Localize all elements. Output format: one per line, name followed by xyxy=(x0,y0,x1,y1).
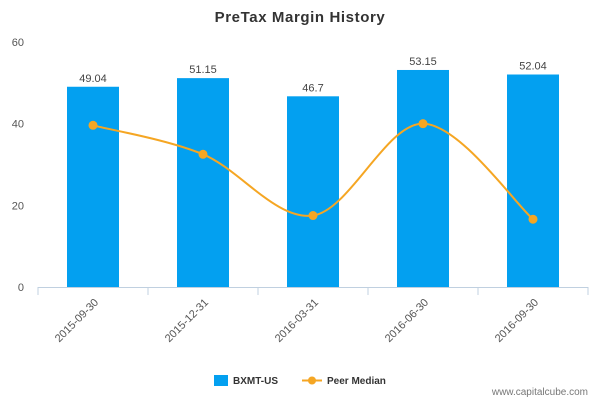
x-tick-label: 2016-09-30 xyxy=(493,297,541,345)
bar-data-label: 53.15 xyxy=(409,56,437,68)
peer-median-point[interactable] xyxy=(308,211,318,221)
legend-label-peer-median: Peer Median xyxy=(327,376,386,387)
peer-median-point[interactable] xyxy=(198,149,208,159)
legend-swatch-marker xyxy=(308,376,316,385)
y-tick-label: 20 xyxy=(12,200,24,212)
peer-median-point[interactable] xyxy=(528,214,538,224)
bar[interactable] xyxy=(287,96,339,287)
bar-data-label: 51.15 xyxy=(189,64,217,76)
bar-series xyxy=(67,69,559,288)
peer-median-point[interactable] xyxy=(418,119,428,129)
x-axis: 2015-09-30 2015-12-31 2016-03-31 2016-06-30… xyxy=(37,287,589,345)
legend-swatch-bar xyxy=(214,375,228,386)
bar[interactable] xyxy=(177,78,229,287)
watermark: www.capitalcube.com xyxy=(491,387,588,398)
x-tick-label: 2015-09-30 xyxy=(53,297,101,345)
bar-data-label: 49.04 xyxy=(79,73,107,85)
legend: BXMT-US Peer Median xyxy=(214,375,386,387)
y-tick-label: 40 xyxy=(12,119,24,131)
bar[interactable] xyxy=(397,69,449,288)
bar[interactable] xyxy=(67,86,119,288)
x-tick-label: 2016-06-30 xyxy=(383,297,431,345)
x-tick-label: 2015-12-31 xyxy=(163,297,211,345)
y-tick-label: 0 xyxy=(18,282,24,294)
bar-data-label: 46.7 xyxy=(302,82,323,94)
y-tick-label: 60 xyxy=(12,37,24,49)
x-tick-label: 2016-03-31 xyxy=(273,297,321,345)
legend-item-bxmt[interactable]: BXMT-US xyxy=(214,375,278,387)
legend-label-bxmt: BXMT-US xyxy=(233,376,278,387)
chart-title: PreTax Margin History xyxy=(215,9,386,26)
y-axis: 0 20 40 60 xyxy=(12,37,24,294)
line-series xyxy=(88,119,538,224)
data-labels: 49.04 51.15 46.7 53.15 52.04 xyxy=(79,56,547,94)
legend-item-peer-median[interactable]: Peer Median xyxy=(302,376,386,387)
bar[interactable] xyxy=(507,74,559,288)
bar-data-label: 52.04 xyxy=(519,61,547,73)
peer-median-point[interactable] xyxy=(88,120,98,130)
